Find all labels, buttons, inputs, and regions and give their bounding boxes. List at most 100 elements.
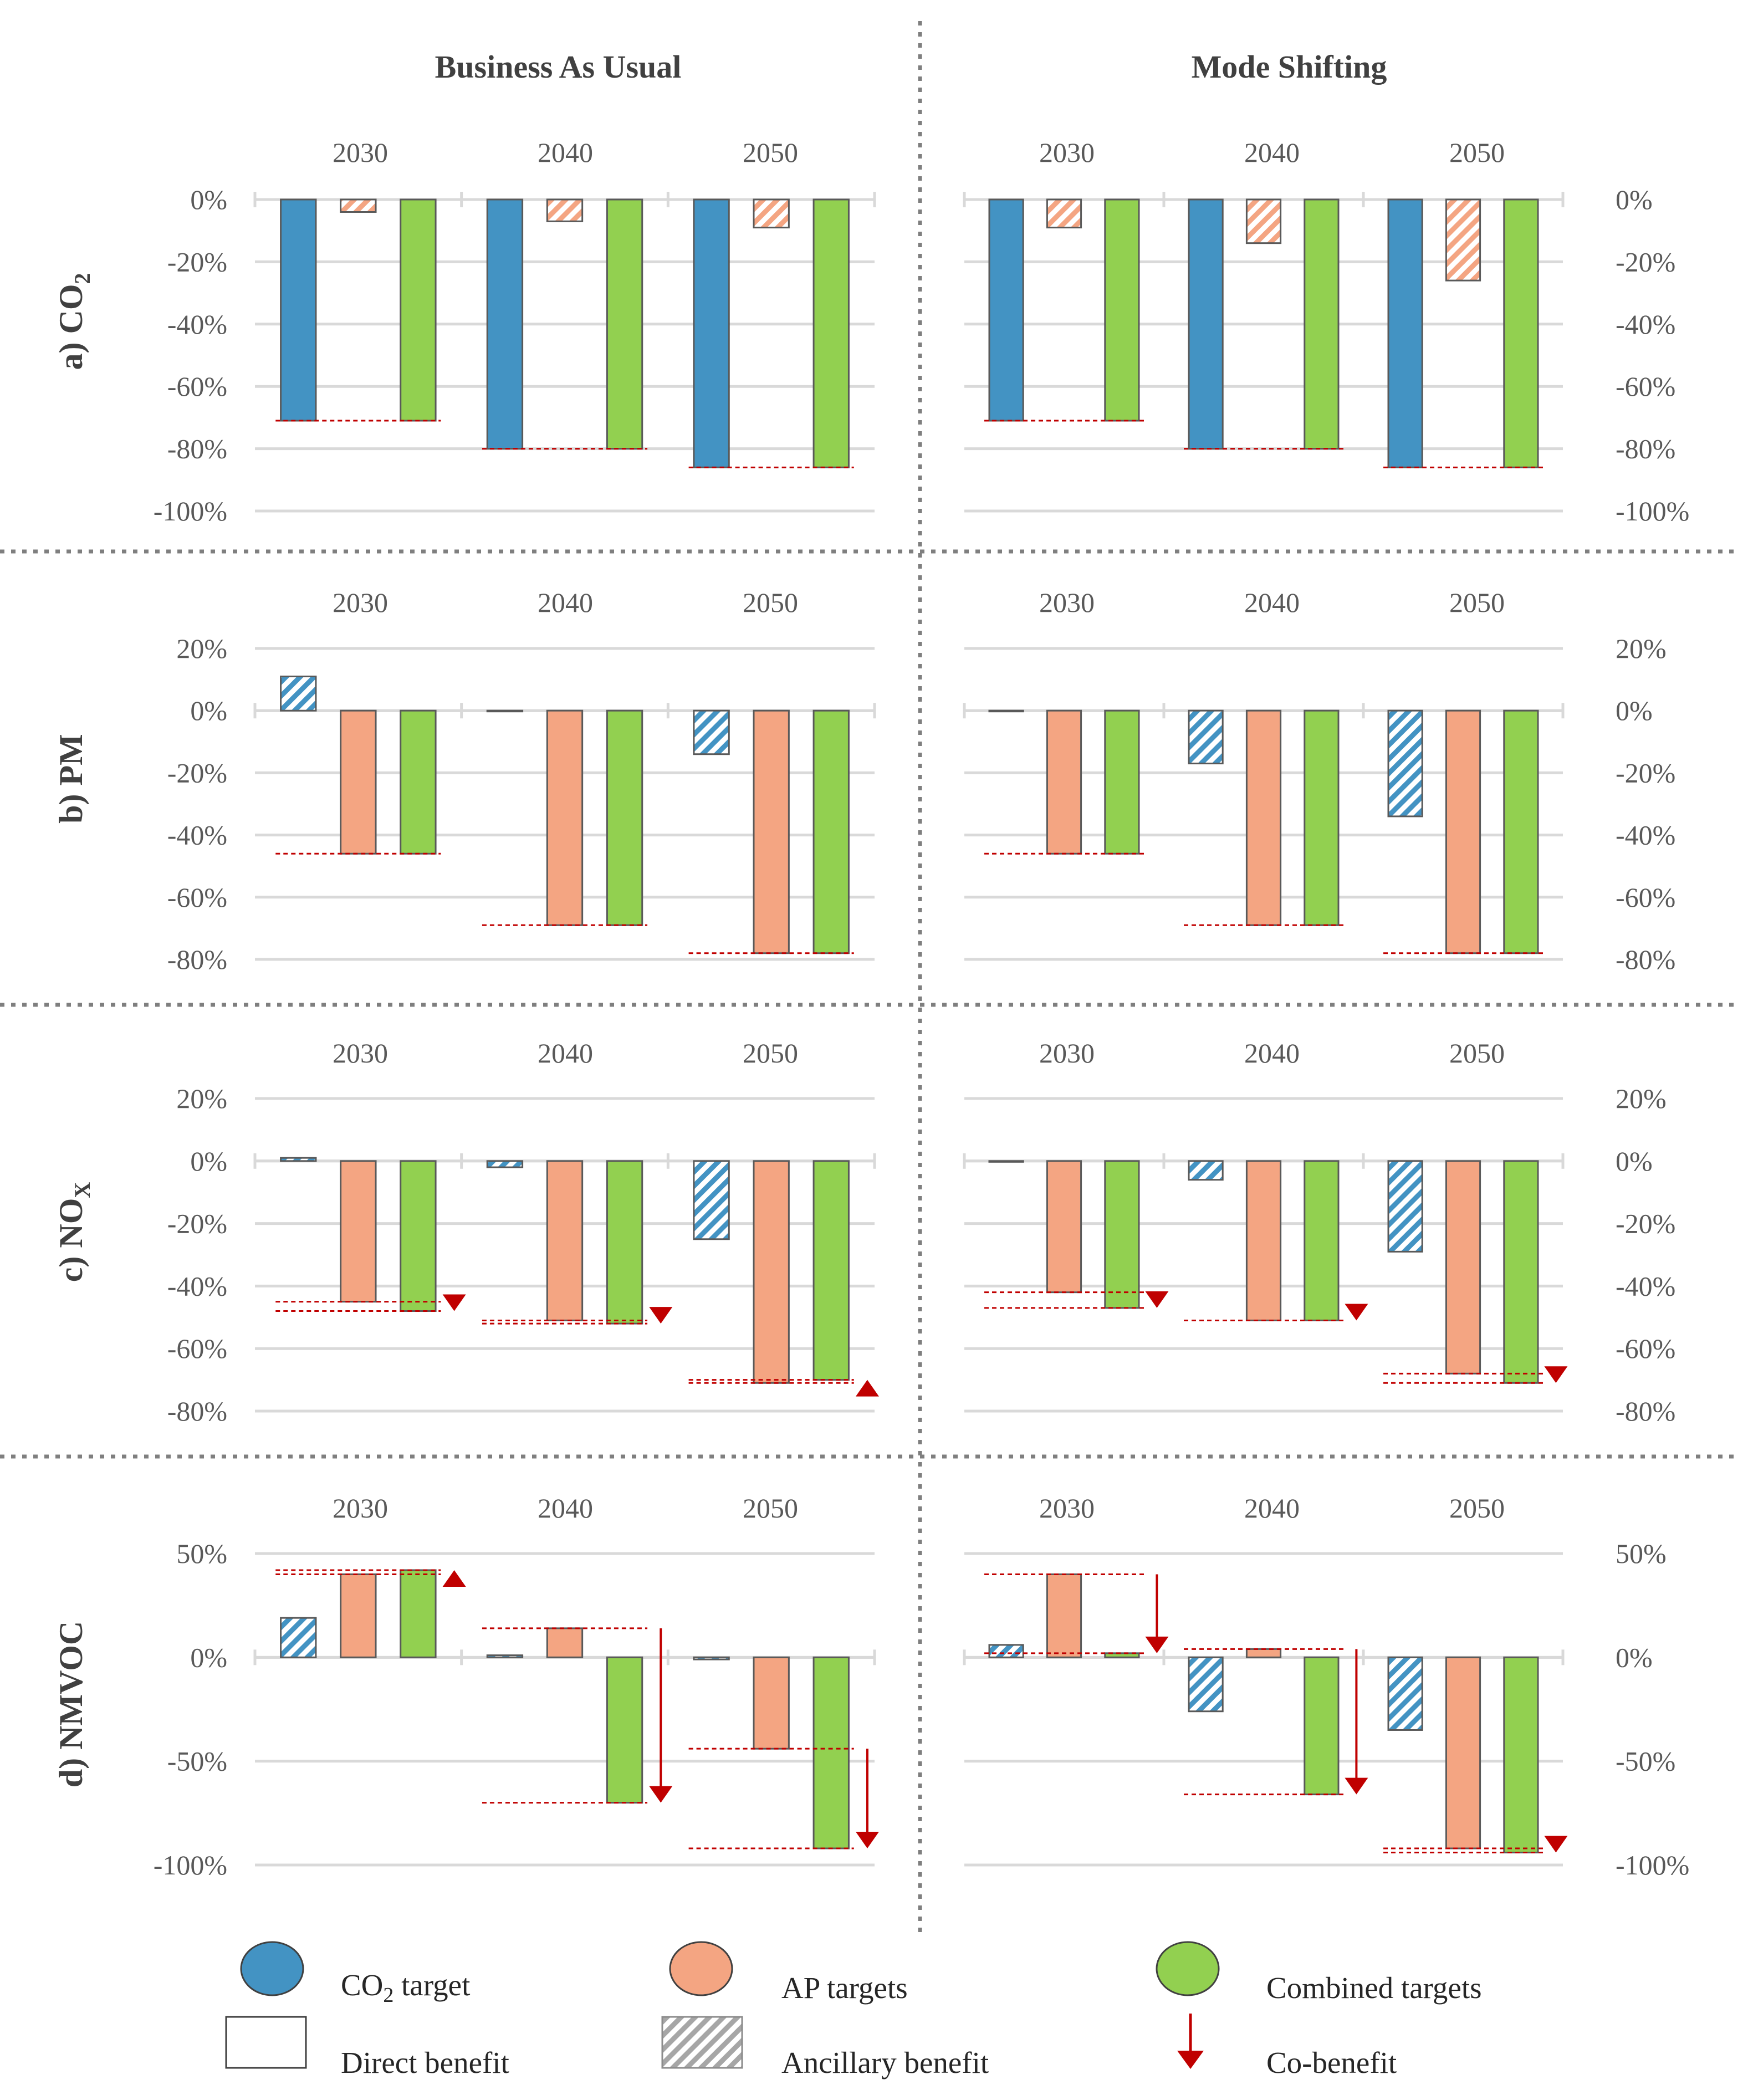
bar-ap-targets-2040 bbox=[1245, 198, 1282, 244]
bar-co2-target-2030 bbox=[988, 1644, 1024, 1658]
cobenefit-arrow-icon bbox=[1345, 1304, 1368, 1321]
bar-co2-target-2040 bbox=[486, 198, 524, 450]
bar-ap-targets-2050 bbox=[753, 709, 790, 954]
legend-ap-swatch bbox=[669, 1941, 733, 1996]
bar-co2-target-2050 bbox=[1387, 198, 1423, 468]
y-tick-label: -80% bbox=[167, 433, 227, 464]
cobenefit-arrow-icon bbox=[1145, 1291, 1169, 1308]
y-tick-label: -60% bbox=[167, 1333, 227, 1364]
bar-co2-target-2050 bbox=[693, 709, 730, 755]
panel-nmvoc-mode-shifting: 50% 0% -50% -100% 2030 2040 2050 bbox=[963, 1493, 1689, 1881]
year-label: 2030 bbox=[1039, 137, 1095, 168]
panels: 0% -20% -40% -60% -80% -100% 2030 2040 2050 0% -20… bbox=[154, 137, 1690, 1881]
y-tick-label: -80% bbox=[1616, 433, 1675, 464]
legend: CO2 target AP targets Combined targets D… bbox=[225, 1941, 1482, 2079]
cobenefit-arrow-icon bbox=[855, 1832, 879, 1849]
year-label: 2040 bbox=[538, 137, 593, 168]
y-tick-label: -100% bbox=[154, 1849, 227, 1881]
year-label: 2040 bbox=[538, 1038, 593, 1069]
bar-co2-target-2050 bbox=[693, 1656, 730, 1660]
y-tick-label: -20% bbox=[1616, 1208, 1675, 1239]
year-label: 2050 bbox=[1449, 1038, 1505, 1069]
cobenefit-arrow-icon bbox=[855, 1379, 879, 1397]
bar-ap-targets-2040 bbox=[546, 709, 584, 926]
panel-co2-bau: 0% -20% -40% -60% -80% -100% 2030 2040 2050 bbox=[154, 137, 876, 527]
y-tick-label: 0% bbox=[1616, 1642, 1653, 1673]
year-label: 2030 bbox=[1039, 587, 1095, 618]
legend-combined-swatch bbox=[1156, 1941, 1220, 1996]
y-tick-label: -60% bbox=[167, 371, 227, 402]
y-tick-label: 20% bbox=[176, 1083, 227, 1114]
legend-ancillary-label: Ancillary benefit bbox=[781, 2046, 989, 2079]
bar-combined-targets-2030 bbox=[1104, 1652, 1140, 1658]
bar-co2-target-2040 bbox=[486, 709, 524, 713]
bar-combined-targets-2050 bbox=[1503, 1656, 1539, 1854]
cobenefit-arrow-icon bbox=[442, 1294, 466, 1311]
bar-co2-target-2050 bbox=[1387, 709, 1423, 817]
bar-co2-target-2030 bbox=[988, 709, 1024, 713]
bar-combined-targets-2040 bbox=[1304, 198, 1340, 450]
bar-combined-targets-2030 bbox=[400, 198, 437, 422]
panel-pm-bau: 20% 0% -20% -40% -60% -80% 2030 2040 2050 bbox=[167, 587, 876, 975]
bar-combined-targets-2030 bbox=[1104, 198, 1140, 422]
year-label: 2030 bbox=[333, 1493, 388, 1524]
bar-ap-targets-2050 bbox=[1445, 709, 1481, 954]
bar-co2-target-2030 bbox=[988, 198, 1024, 422]
bar-combined-targets-2050 bbox=[812, 1160, 850, 1381]
year-label: 2050 bbox=[743, 1493, 798, 1524]
bar-co2-target-2030 bbox=[280, 675, 317, 712]
y-tick-label: -20% bbox=[167, 757, 227, 788]
year-label: 2050 bbox=[743, 137, 798, 168]
y-tick-label: -80% bbox=[1616, 1396, 1675, 1427]
cobenefit-arrow-icon bbox=[649, 1307, 673, 1324]
bar-co2-target-2050 bbox=[1387, 1656, 1423, 1731]
cobenefit-arrow-icon bbox=[1544, 1836, 1568, 1853]
y-tick-label: 0% bbox=[190, 695, 227, 726]
y-tick-label: -100% bbox=[154, 495, 227, 527]
y-tick-label: -40% bbox=[167, 1270, 227, 1301]
legend-direct-swatch bbox=[225, 2016, 307, 2069]
bar-combined-targets-2040 bbox=[1304, 1656, 1340, 1796]
bar-co2-target-2030 bbox=[988, 1160, 1024, 1163]
bar-co2-target-2030 bbox=[280, 1157, 317, 1162]
y-tick-label: 0% bbox=[190, 1146, 227, 1177]
y-tick-label: -40% bbox=[167, 820, 227, 851]
year-label: 2040 bbox=[1244, 137, 1300, 168]
bar-ap-targets-2040 bbox=[546, 1160, 584, 1321]
y-tick-label: 0% bbox=[190, 1642, 227, 1673]
bar-combined-targets-2040 bbox=[606, 1160, 643, 1325]
bar-co2-target-2040 bbox=[1188, 1656, 1224, 1713]
year-label: 2030 bbox=[1039, 1493, 1095, 1524]
bar-combined-targets-2040 bbox=[1304, 1160, 1340, 1321]
y-tick-label: -40% bbox=[167, 309, 227, 340]
year-label: 2050 bbox=[1449, 137, 1505, 168]
legend-ap-label: AP targets bbox=[781, 1971, 908, 2005]
bar-ap-targets-2050 bbox=[1445, 1160, 1481, 1375]
bar-co2-target-2040 bbox=[486, 1160, 524, 1168]
bar-combined-targets-2040 bbox=[1304, 709, 1340, 926]
y-tick-label: 0% bbox=[1616, 184, 1653, 215]
year-label: 2050 bbox=[743, 587, 798, 618]
bar-co2-target-2050 bbox=[1387, 1160, 1423, 1253]
y-tick-label: 0% bbox=[190, 184, 227, 215]
y-tick-label: 50% bbox=[1616, 1538, 1667, 1569]
bar-combined-targets-2030 bbox=[400, 1160, 437, 1312]
cobenefit-arrow-icon bbox=[442, 1570, 466, 1587]
legend-combined-label: Combined targets bbox=[1266, 1971, 1482, 2005]
y-tick-label: 0% bbox=[1616, 695, 1653, 726]
legend-direct-label: Direct benefit bbox=[341, 2046, 509, 2079]
year-label: 2050 bbox=[743, 1038, 798, 1069]
y-tick-label: 50% bbox=[176, 1538, 227, 1569]
year-label: 2040 bbox=[538, 1493, 593, 1524]
column-title-mode-shifting: Mode Shifting bbox=[1192, 49, 1387, 85]
bar-combined-targets-2040 bbox=[606, 709, 643, 926]
y-tick-label: -40% bbox=[1616, 820, 1675, 851]
bar-co2-target-2050 bbox=[693, 1160, 730, 1240]
bar-co2-target-2040 bbox=[1188, 709, 1224, 765]
y-tick-label: 20% bbox=[1616, 1083, 1667, 1114]
bar-ap-targets-2030 bbox=[1046, 198, 1082, 229]
year-label: 2030 bbox=[333, 1038, 388, 1069]
y-tick-label: -50% bbox=[167, 1746, 227, 1777]
y-tick-label: -20% bbox=[1616, 246, 1675, 277]
bar-co2-target-2040 bbox=[1188, 198, 1224, 450]
